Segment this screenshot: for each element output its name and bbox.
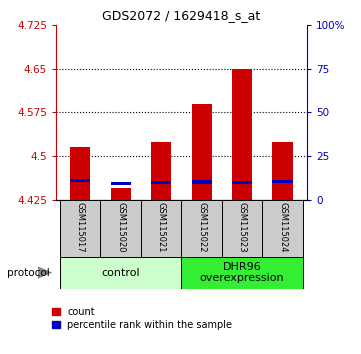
Bar <box>60 257 182 289</box>
Bar <box>70 148 90 200</box>
Polygon shape <box>38 266 52 279</box>
Bar <box>182 257 303 289</box>
Text: GSM115022: GSM115022 <box>197 202 206 252</box>
Bar <box>273 142 293 200</box>
Text: GSM115024: GSM115024 <box>278 202 287 252</box>
Bar <box>151 181 171 184</box>
Bar <box>60 200 100 257</box>
Text: GSM115021: GSM115021 <box>157 202 166 252</box>
Bar <box>110 182 131 185</box>
Bar <box>141 200 182 257</box>
Text: DHR96
overexpression: DHR96 overexpression <box>200 262 284 284</box>
Bar <box>192 104 212 200</box>
Bar <box>222 200 262 257</box>
Text: GSM115017: GSM115017 <box>76 202 85 252</box>
Bar <box>262 200 303 257</box>
Bar <box>232 181 252 184</box>
Text: GSM115020: GSM115020 <box>116 202 125 252</box>
Bar <box>151 142 171 200</box>
Bar <box>182 200 222 257</box>
Text: control: control <box>101 268 140 278</box>
Bar <box>70 179 90 183</box>
Legend: count, percentile rank within the sample: count, percentile rank within the sample <box>52 307 232 330</box>
Bar <box>232 69 252 200</box>
Text: protocol: protocol <box>7 268 50 278</box>
Bar <box>110 188 131 200</box>
Bar <box>192 180 212 184</box>
Bar <box>273 179 293 183</box>
Title: GDS2072 / 1629418_s_at: GDS2072 / 1629418_s_at <box>102 9 261 22</box>
Bar <box>100 200 141 257</box>
Text: GSM115023: GSM115023 <box>238 202 247 252</box>
